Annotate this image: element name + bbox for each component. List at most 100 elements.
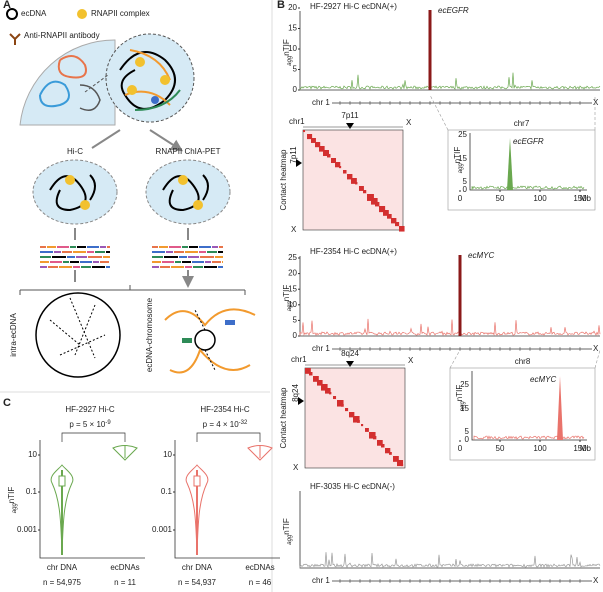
read xyxy=(40,266,47,268)
heatmap-block xyxy=(381,444,385,448)
x-tick-label: 100 xyxy=(533,194,547,203)
y-tick-label: 0 xyxy=(465,435,470,444)
x-tick-label: 50 xyxy=(496,444,505,453)
read xyxy=(48,266,58,268)
bracket xyxy=(61,432,126,442)
heatmap-block xyxy=(349,412,355,418)
x-tick-label: 0 xyxy=(458,194,463,203)
heatmap-title: Contact heatmap xyxy=(279,149,288,210)
y-tick-label: 0 xyxy=(293,331,298,340)
box xyxy=(58,475,66,487)
chr-label: chr 1 xyxy=(312,576,330,585)
p-exp: -9 xyxy=(105,420,111,426)
heatmap-block xyxy=(329,392,332,395)
x-tick-label: 100 xyxy=(533,444,547,453)
heatmap-block xyxy=(351,178,357,184)
read xyxy=(199,246,211,248)
heatmap-block xyxy=(317,380,323,386)
gene-label: ecEGFR xyxy=(438,6,469,15)
read xyxy=(218,251,223,253)
y-axis-label: aggnTIF xyxy=(455,385,465,412)
legend-label: RNAPII complex xyxy=(91,9,150,18)
chr-label: X xyxy=(593,576,599,585)
read xyxy=(152,246,158,248)
heatmap-band: 7p11 xyxy=(341,111,359,120)
read xyxy=(88,256,102,258)
read xyxy=(40,256,51,258)
track-title: HF-2354 Hi-C ecDNA(+) xyxy=(310,247,397,256)
heatmap-block xyxy=(331,158,337,164)
heatmap-block xyxy=(319,146,325,152)
y-label-main: nTIF xyxy=(282,39,291,56)
y-label-sub: agg xyxy=(12,503,18,514)
p-text: p = 5 × 10 xyxy=(69,420,106,429)
y-tick-label: 10 xyxy=(288,300,297,309)
signal-trace xyxy=(299,318,601,336)
axis xyxy=(39,440,145,559)
plot-title: HF-2927 Hi-C xyxy=(65,405,115,414)
heatmap-block xyxy=(303,130,306,133)
zoom-chr: chr8 xyxy=(515,357,531,366)
heatmap-block xyxy=(315,142,321,148)
heatmap-block xyxy=(395,222,400,227)
chr-label: chr 1 xyxy=(312,344,330,353)
heatmap-block xyxy=(323,150,330,157)
y-label-sub: agg xyxy=(287,301,293,312)
heatmap-block xyxy=(373,436,377,440)
heatmap-block xyxy=(385,448,391,454)
track-title: HF-3035 Hi-C ecDNA(-) xyxy=(310,482,395,491)
y-label-sub: agg xyxy=(460,401,466,412)
heatmap-block xyxy=(357,420,360,423)
read xyxy=(81,266,91,268)
group-label: ecDNAs xyxy=(245,563,274,572)
axis xyxy=(299,256,600,337)
violin xyxy=(50,464,74,556)
read xyxy=(106,251,110,253)
n-label: n = 46 xyxy=(249,578,272,587)
y-label-sub: agg xyxy=(458,163,464,174)
violin xyxy=(247,445,273,461)
heatmap-block xyxy=(325,388,331,394)
p-value: p = 5 × 10-9 xyxy=(69,420,111,430)
heatmap-block xyxy=(399,226,405,232)
read xyxy=(77,246,86,248)
violin xyxy=(112,445,138,461)
y-tick-label: 15 xyxy=(288,284,297,293)
read xyxy=(162,261,174,263)
signal-spike xyxy=(507,138,513,190)
p-value: p = 4 × 10-32 xyxy=(203,420,248,430)
read xyxy=(62,251,72,253)
read xyxy=(185,251,198,253)
group-label: ecDNAs xyxy=(110,563,139,572)
heatmap-block xyxy=(393,456,399,462)
axis xyxy=(469,133,587,191)
y-axis-label: aggnTIF xyxy=(282,39,292,66)
chr-label: X xyxy=(593,98,599,107)
read xyxy=(40,251,53,253)
y-tick-label: 0.001 xyxy=(152,525,173,534)
heatmap-block xyxy=(337,400,344,407)
read xyxy=(212,246,218,248)
heatmap-block xyxy=(361,424,364,427)
y-tick-label: 10 xyxy=(288,44,297,53)
read xyxy=(87,251,94,253)
read xyxy=(166,251,173,253)
read xyxy=(103,256,110,258)
heatmap-block xyxy=(369,432,376,439)
heatmap-block xyxy=(345,408,349,412)
violin xyxy=(185,464,209,556)
read xyxy=(182,261,191,263)
heatmap-block xyxy=(339,166,342,169)
x-tick-label: 150 xyxy=(573,444,587,453)
zoom-guide xyxy=(594,349,601,369)
y-tick-label: 20 xyxy=(288,3,297,12)
band-marker xyxy=(296,159,302,167)
gene-label: ecMYC xyxy=(468,251,494,260)
y-tick-label: 15 xyxy=(460,404,469,413)
read xyxy=(76,256,87,258)
heatmap-block xyxy=(379,206,386,213)
read xyxy=(212,261,221,263)
y-tick-label: 15 xyxy=(288,24,297,33)
box xyxy=(193,475,201,487)
read xyxy=(63,261,69,263)
